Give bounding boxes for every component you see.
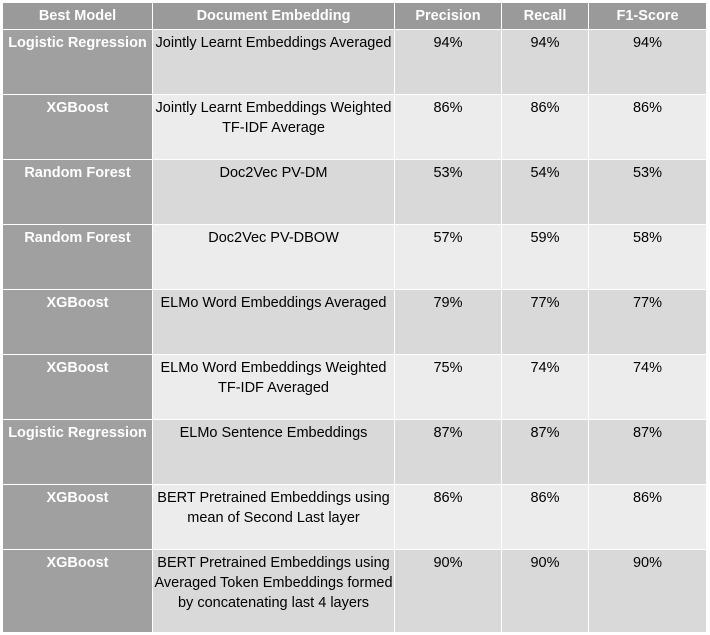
- precision-cell: 53%: [394, 159, 502, 225]
- table-row: Logistic Regression Jointly Learnt Embed…: [2, 29, 707, 95]
- embedding-cell: BERT Pretrained Embeddings using mean of…: [152, 484, 395, 550]
- model-cell: XGBoost: [2, 484, 153, 550]
- model-cell: Logistic Regression: [2, 29, 153, 95]
- model-cell: XGBoost: [2, 549, 153, 633]
- precision-cell: 75%: [394, 354, 502, 420]
- recall-cell: 87%: [501, 419, 589, 485]
- precision-cell: 86%: [394, 484, 502, 550]
- f1-cell: 86%: [588, 94, 707, 160]
- recall-cell: 54%: [501, 159, 589, 225]
- table-row: XGBoost BERT Pretrained Embeddings using…: [2, 549, 707, 633]
- precision-cell: 57%: [394, 224, 502, 290]
- table-row: Random Forest Doc2Vec PV-DBOW 57% 59% 58…: [2, 224, 707, 290]
- embedding-cell: Jointly Learnt Embeddings Averaged: [152, 29, 395, 95]
- embedding-cell: ELMo Word Embeddings Averaged: [152, 289, 395, 355]
- table-row: XGBoost Jointly Learnt Embeddings Weight…: [2, 94, 707, 160]
- embedding-cell: ELMo Sentence Embeddings: [152, 419, 395, 485]
- recall-cell: 86%: [501, 94, 589, 160]
- f1-cell: 74%: [588, 354, 707, 420]
- header-precision: Precision: [394, 2, 502, 30]
- table-row: XGBoost ELMo Word Embeddings Averaged 79…: [2, 289, 707, 355]
- precision-cell: 87%: [394, 419, 502, 485]
- header-f1-score: F1-Score: [588, 2, 707, 30]
- f1-cell: 77%: [588, 289, 707, 355]
- f1-cell: 53%: [588, 159, 707, 225]
- header-best-model: Best Model: [2, 2, 153, 30]
- precision-cell: 86%: [394, 94, 502, 160]
- precision-cell: 79%: [394, 289, 502, 355]
- table-row: Random Forest Doc2Vec PV-DM 53% 54% 53%: [2, 159, 707, 225]
- recall-cell: 74%: [501, 354, 589, 420]
- precision-cell: 90%: [394, 549, 502, 633]
- f1-cell: 58%: [588, 224, 707, 290]
- header-document-embedding: Document Embedding: [152, 2, 395, 30]
- recall-cell: 77%: [501, 289, 589, 355]
- model-cell: XGBoost: [2, 289, 153, 355]
- f1-cell: 94%: [588, 29, 707, 95]
- table-row: XGBoost BERT Pretrained Embeddings using…: [2, 484, 707, 550]
- table-row: XGBoost ELMo Word Embeddings Weighted TF…: [2, 354, 707, 420]
- table-header-row: Best Model Document Embedding Precision …: [2, 2, 707, 30]
- precision-cell: 94%: [394, 29, 502, 95]
- f1-cell: 90%: [588, 549, 707, 633]
- table-row: Logistic Regression ELMo Sentence Embedd…: [2, 419, 707, 485]
- recall-cell: 94%: [501, 29, 589, 95]
- embedding-cell: Doc2Vec PV-DM: [152, 159, 395, 225]
- f1-cell: 86%: [588, 484, 707, 550]
- model-cell: Random Forest: [2, 224, 153, 290]
- model-cell: Logistic Regression: [2, 419, 153, 485]
- recall-cell: 59%: [501, 224, 589, 290]
- embedding-cell: ELMo Word Embeddings Weighted TF-IDF Ave…: [152, 354, 395, 420]
- model-cell: XGBoost: [2, 94, 153, 160]
- recall-cell: 86%: [501, 484, 589, 550]
- recall-cell: 90%: [501, 549, 589, 633]
- embedding-cell: Jointly Learnt Embeddings Weighted TF-ID…: [152, 94, 395, 160]
- f1-cell: 87%: [588, 419, 707, 485]
- embedding-cell: BERT Pretrained Embeddings using Average…: [152, 549, 395, 633]
- header-recall: Recall: [501, 2, 589, 30]
- model-cell: XGBoost: [2, 354, 153, 420]
- model-cell: Random Forest: [2, 159, 153, 225]
- embedding-cell: Doc2Vec PV-DBOW: [152, 224, 395, 290]
